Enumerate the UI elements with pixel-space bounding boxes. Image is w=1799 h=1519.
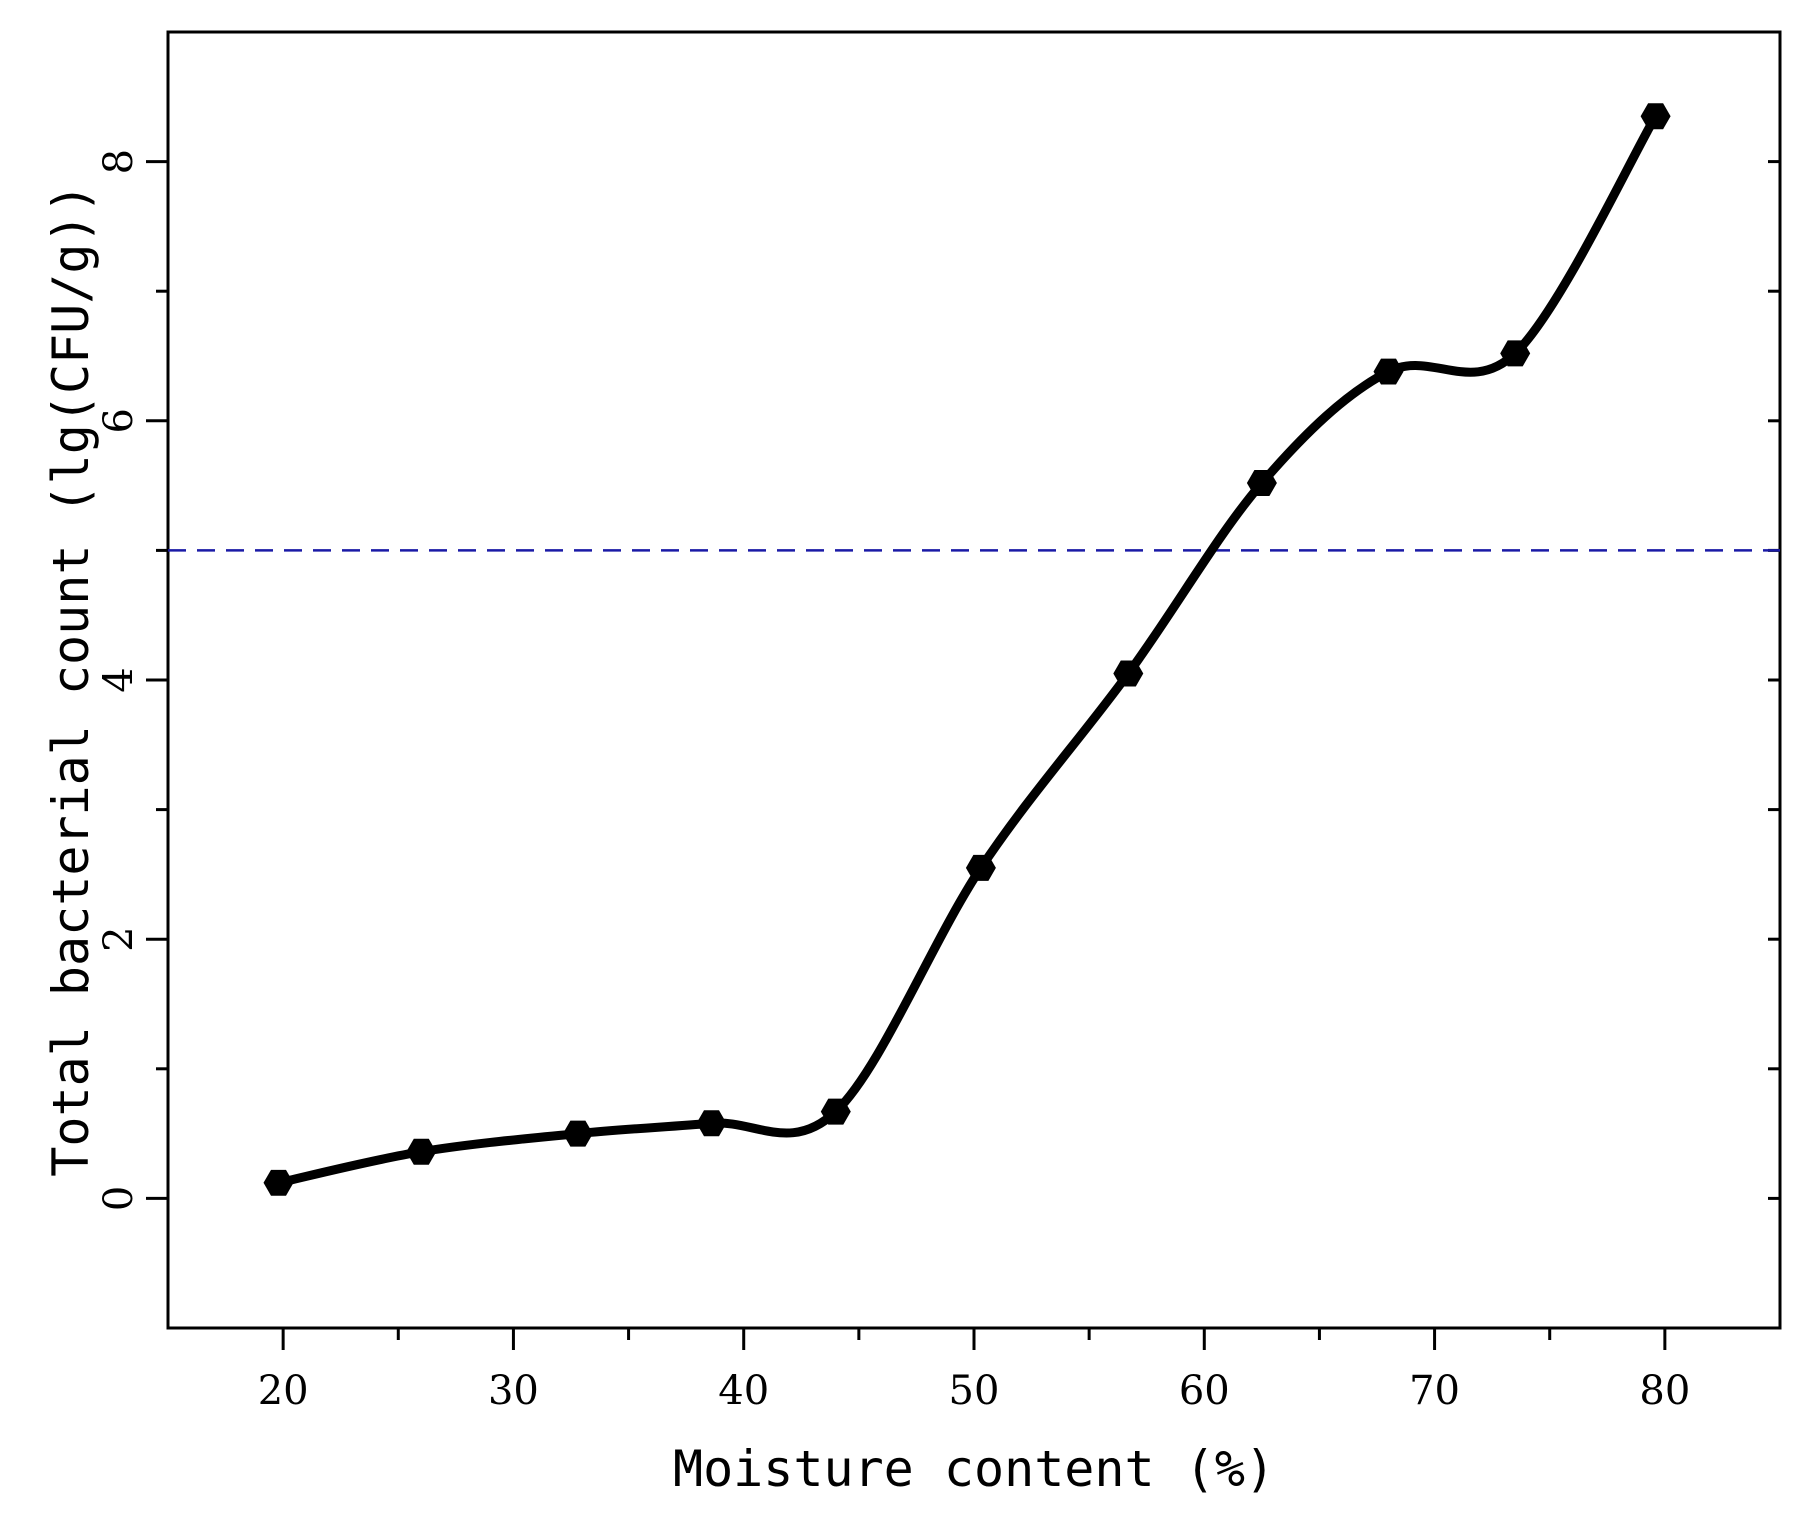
data-point [1640, 103, 1671, 130]
x-tick-label: 70 [1409, 1368, 1460, 1414]
x-tick-label: 40 [718, 1368, 769, 1414]
tick-labels: 20 30 40 50 60 70 80 0 2 4 6 8 [96, 149, 1690, 1414]
data-point [1113, 660, 1144, 687]
data-point [696, 1110, 727, 1137]
data-point [1246, 470, 1277, 496]
x-tick-label: 30 [488, 1368, 539, 1414]
y-tick-label: 8 [96, 149, 142, 174]
data-point [263, 1169, 294, 1196]
x-axis-title: Moisture content (%) [673, 1440, 1275, 1498]
x-tick-label: 20 [258, 1368, 309, 1414]
plot-frame [166, 30, 1782, 1330]
data-point [562, 1120, 593, 1147]
series-line [274, 111, 1661, 1188]
y-tick-label: 0 [96, 1186, 142, 1211]
y-tick-label: 2 [96, 926, 142, 951]
data-point [820, 1098, 851, 1125]
x-tick-label: 50 [949, 1368, 1000, 1414]
y-tick-label: 4 [96, 667, 142, 692]
data-point [1500, 340, 1531, 367]
x-tick-label: 80 [1639, 1368, 1690, 1414]
ticks [146, 160, 1780, 1350]
data-point [1373, 358, 1404, 385]
y-axis-title: Total bacterial count (lg(CFU/g)) [42, 183, 100, 1176]
data-point [406, 1138, 437, 1165]
x-tick-label: 60 [1179, 1368, 1230, 1414]
data-point [965, 854, 996, 881]
markers [263, 103, 1671, 1196]
y-tick-label: 6 [96, 408, 142, 433]
